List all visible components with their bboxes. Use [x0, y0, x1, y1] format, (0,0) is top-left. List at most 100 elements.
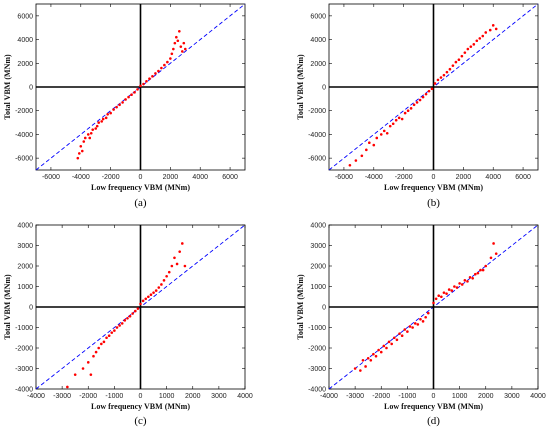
data-point: [474, 272, 477, 276]
data-point: [418, 98, 422, 102]
x-tick-label: -4000: [320, 393, 338, 400]
data-point: [416, 323, 420, 326]
data-point: [115, 105, 118, 109]
data-point: [365, 148, 368, 152]
data-point: [395, 338, 399, 342]
data-point: [86, 133, 90, 136]
data-point: [73, 373, 77, 376]
data-point: [471, 277, 474, 280]
data-point: [88, 136, 92, 140]
data-point: [121, 101, 124, 104]
x-tick-label: 3000: [211, 393, 227, 400]
y-tick-label: -4000: [15, 132, 33, 139]
x-tick-label: 4000: [485, 174, 501, 181]
y-tick-label: 2000: [17, 61, 33, 68]
data-point: [77, 152, 81, 155]
data-point: [157, 69, 160, 73]
data-point: [94, 350, 98, 354]
data-point: [439, 76, 443, 79]
x-tick-label: -3000: [346, 393, 364, 400]
data-point: [133, 309, 137, 313]
data-point: [421, 95, 425, 99]
data-point: [354, 159, 358, 162]
data-point: [109, 111, 112, 115]
data-point: [394, 118, 398, 122]
data-point: [110, 331, 114, 334]
data-point: [148, 77, 151, 80]
data-point: [419, 318, 422, 321]
x-tick-label: -1000: [398, 393, 416, 400]
data-point: [127, 95, 130, 99]
data-point: [481, 34, 485, 38]
data-point: [406, 109, 410, 113]
data-point: [382, 344, 386, 348]
x-tick-label: 2000: [456, 174, 472, 181]
data-point: [440, 295, 443, 299]
data-point: [348, 163, 352, 167]
data-point: [426, 311, 430, 315]
y-tick-label: 2000: [310, 61, 326, 68]
data-point: [385, 346, 388, 350]
data-point: [176, 39, 180, 43]
panel-b: -6000 -4000 -2000 0 2000 4000 6000 -6000 -4000 -2…: [296, 3, 539, 209]
x-axis-label: Low frequency VBM (MNm): [91, 183, 190, 192]
y-tick-label: 3000: [17, 243, 33, 250]
y-tick-label: -6000: [15, 156, 33, 163]
x-tick-label: 2000: [185, 393, 201, 400]
y-tick-label: 0: [322, 305, 326, 312]
data-point: [76, 156, 80, 160]
x-tick-label: 1000: [452, 393, 468, 400]
data-point: [463, 279, 467, 282]
data-point: [494, 252, 498, 255]
data-point: [413, 322, 417, 325]
x-tick-label: -1000: [105, 393, 123, 400]
y-axis-label: Total VBM (MNm): [3, 54, 12, 120]
panel-a: -6000 -4000 -2000 0 2000 4000 6000 -6000 -4000 -2…: [3, 3, 246, 209]
data-point: [136, 88, 139, 91]
x-tick-label: -2000: [102, 174, 120, 181]
data-point: [469, 45, 473, 48]
data-point: [391, 122, 395, 126]
data-point: [101, 117, 105, 121]
data-point: [97, 346, 100, 350]
data-point: [382, 129, 386, 133]
data-point: [152, 291, 155, 294]
y-tick-label: -2000: [15, 346, 33, 353]
data-point: [128, 314, 132, 318]
data-point: [412, 103, 416, 107]
data-point: [408, 325, 412, 328]
y-tick-label: -1000: [308, 325, 326, 332]
data-point: [79, 144, 83, 148]
data-point: [466, 280, 469, 283]
data-point: [484, 264, 488, 268]
panel-c: -4000 -3000 -2000 -1000 0 1000 2000 3000 4000 -40…: [3, 223, 253, 428]
data-point: [131, 312, 134, 315]
data-point: [147, 295, 150, 299]
data-point: [172, 47, 175, 51]
data-point: [157, 286, 161, 289]
data-point: [82, 140, 86, 143]
x-tick-label: 0: [139, 174, 143, 181]
data-point: [434, 297, 438, 301]
y-tick-label: 0: [29, 305, 33, 312]
data-point: [154, 72, 157, 75]
data-point: [368, 141, 371, 145]
data-point: [488, 28, 492, 32]
data-point: [83, 136, 87, 140]
x-tick-label: 6000: [515, 174, 531, 181]
data-point: [106, 112, 109, 116]
data-point: [359, 369, 362, 372]
data-point: [112, 108, 115, 111]
x-tick-label: -3000: [53, 393, 71, 400]
data-point: [475, 39, 479, 43]
data-point: [424, 315, 427, 319]
data-point: [105, 336, 108, 340]
y-tick-label: 3000: [310, 243, 326, 250]
data-point: [398, 332, 401, 335]
data-point: [113, 329, 116, 332]
data-point: [427, 89, 431, 93]
data-point: [86, 361, 90, 364]
x-tick-label: -6000: [42, 174, 60, 181]
y-tick-label: 4000: [310, 223, 326, 230]
data-point: [353, 367, 357, 370]
